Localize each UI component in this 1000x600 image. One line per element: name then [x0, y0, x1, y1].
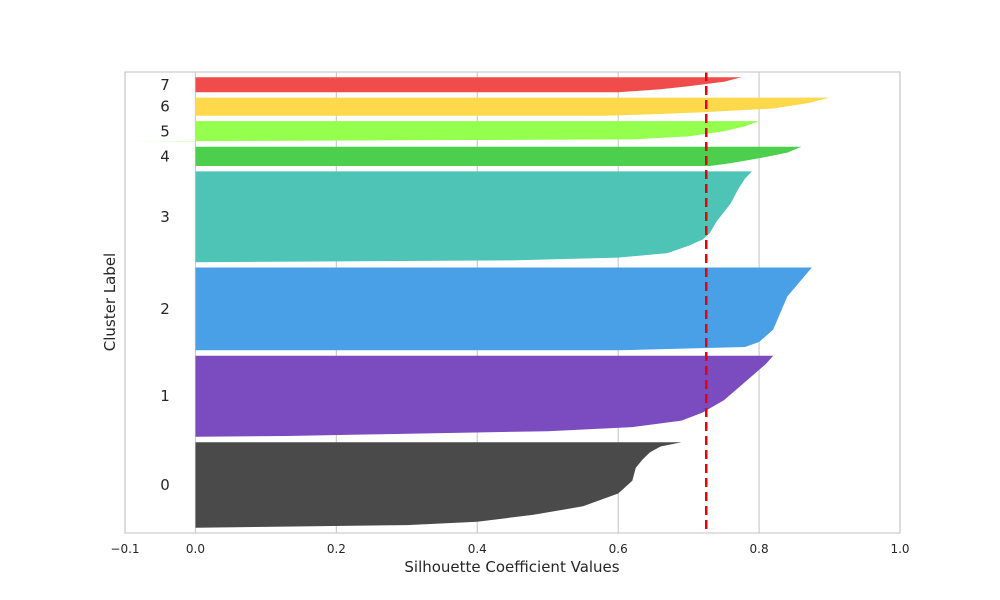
- y-axis-title: Cluster Label: [101, 253, 119, 351]
- x-tick-label: 0.0: [186, 542, 205, 556]
- cluster-6-silhouette: [195, 97, 830, 116]
- x-tick-label: −0.1: [110, 542, 139, 556]
- cluster-0-silhouette: [195, 442, 682, 528]
- cluster-5-label: 5: [160, 122, 170, 140]
- cluster-2-silhouette: [195, 267, 812, 351]
- x-tick-label: 0.2: [327, 542, 346, 556]
- cluster-2-label: 2: [160, 300, 170, 318]
- x-tick-label: 0.4: [468, 542, 487, 556]
- cluster-1-label: 1: [160, 387, 170, 405]
- x-tick-label: 1.0: [890, 542, 909, 556]
- x-tick-label: 0.6: [609, 542, 628, 556]
- plot-frame: [124, 71, 901, 534]
- cluster-7-silhouette: [195, 77, 742, 93]
- cluster-4-silhouette: [195, 146, 802, 166]
- x-tick-label: 0.8: [750, 542, 769, 556]
- cluster-3-label: 3: [160, 208, 170, 226]
- cluster-1-silhouette: [195, 355, 774, 437]
- x-axis-title: Silhouette Coefficient Values: [404, 558, 619, 576]
- cluster-5-silhouette: [125, 121, 760, 142]
- cluster-6-label: 6: [160, 98, 170, 116]
- cluster-7-label: 7: [160, 76, 170, 94]
- cluster-3-silhouette: [195, 171, 752, 263]
- cluster-0-label: 0: [160, 476, 170, 494]
- cluster-4-label: 4: [160, 147, 170, 165]
